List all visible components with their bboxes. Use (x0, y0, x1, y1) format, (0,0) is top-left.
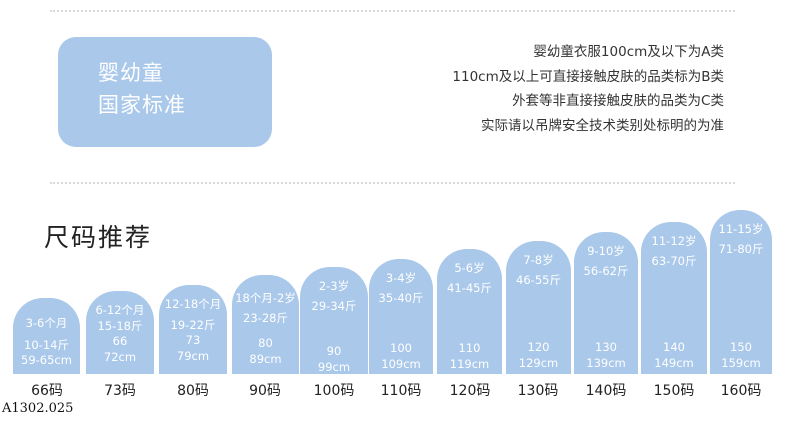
size-number: 110 (458, 341, 481, 355)
age-range: 11-15岁 (718, 222, 764, 236)
size-card-90: 18个月-2岁 23-28斤 80 89cm (232, 275, 299, 374)
size-label: 110码 (380, 383, 422, 399)
weight-range: 35-40斤 (378, 290, 424, 305)
weight-range: 23-28斤 (243, 310, 288, 325)
section-title: 尺码推荐 (44, 223, 153, 252)
size-label: 66码 (31, 383, 63, 399)
product-code: A1302.025 (2, 401, 74, 416)
weight-range: 63-70斤 (651, 253, 697, 268)
height-cm: 119cm (449, 356, 490, 371)
size-number: 140 (663, 340, 685, 354)
height-cm: 99cm (317, 359, 351, 374)
height-cm: 72cm (103, 349, 137, 364)
size-number: 90 (326, 344, 342, 358)
rule-line: 婴幼童衣服100cm及以下为A类 (533, 44, 724, 60)
top-divider (50, 10, 735, 12)
weight-range: 19-22斤 (170, 317, 216, 332)
size-card-150: 11-12岁 63-70斤 140 149cm (641, 222, 707, 374)
height-cm: 129cm (518, 355, 559, 370)
size-card-120: 5-6岁 41-45斤 110 119cm (437, 249, 502, 374)
size-label: 90码 (249, 383, 281, 399)
height-cm: 79cm (176, 348, 210, 363)
size-label: 80码 (177, 383, 209, 399)
size-label: 160码 (720, 383, 762, 399)
badge-line-1: 婴幼童 (98, 61, 164, 85)
size-card-110: 3-4岁 35-40斤 100 109cm (369, 259, 433, 374)
age-range: 3-6个月 (25, 316, 68, 330)
weight-range: 46-55斤 (516, 272, 561, 287)
age-range: 12-18个月 (164, 297, 222, 311)
weight-range: 15-18斤 (97, 318, 143, 333)
weight-range: 10-14斤 (24, 337, 69, 352)
age-range: 3-4岁 (385, 271, 417, 285)
height-cm: 109cm (381, 356, 421, 371)
age-range: 2-3岁 (318, 279, 350, 293)
size-number: 80 (258, 336, 273, 350)
height-cm: 149cm (654, 355, 694, 370)
size-card-130: 7-8岁 46-55斤 120 129cm (506, 241, 571, 374)
rule-line: 110cm及以上可直接接触皮肤的品类标为B类 (452, 68, 724, 85)
size-card-140: 9-10岁 56-62斤 130 139cm (574, 232, 638, 374)
standard-badge: 婴幼童 国家标准 (58, 37, 272, 147)
age-range: 18个月-2岁 (235, 291, 296, 305)
height-range: 59-65cm (21, 353, 72, 367)
size-label: 150码 (653, 383, 695, 399)
age-range: 9-10岁 (587, 244, 625, 258)
safety-category-notes: 婴幼童衣服100cm及以下为A类 110cm及以上可直接接触皮肤的品类标为B类 … (452, 40, 724, 138)
weight-range: 71-80斤 (718, 241, 764, 256)
size-number: 120 (527, 340, 550, 354)
size-label: 100码 (313, 383, 355, 399)
age-range: 7-8岁 (523, 253, 554, 267)
middle-divider (50, 182, 735, 184)
height-cm: 159cm (721, 355, 761, 370)
size-label: 73码 (104, 383, 136, 399)
height-cm: 89cm (249, 351, 282, 366)
rule-line: 外套等非直接接触皮肤的品类为C类 (512, 93, 724, 109)
size-card-73: 6-12个月 15-18斤 66 72cm (86, 291, 154, 374)
age-range: 5-6岁 (454, 261, 485, 275)
weight-range: 56-62斤 (583, 263, 629, 278)
badge-line-2: 国家标准 (98, 93, 186, 117)
size-number: 150 (730, 340, 752, 354)
age-range: 11-12岁 (651, 234, 697, 248)
size-card-100: 2-3岁 29-34斤 90 99cm (300, 267, 368, 374)
rule-line: 实际请以吊牌安全技术类别处标明的为准 (481, 117, 724, 134)
size-card-160: 11-15岁 71-80斤 150 159cm (710, 210, 772, 374)
size-card-66: 3-6个月 10-14斤 59-65cm (13, 298, 80, 374)
size-card-80: 12-18个月 19-22斤 73 79cm (159, 285, 227, 374)
size-label: 140码 (585, 383, 627, 399)
weight-range: 29-34斤 (311, 298, 357, 313)
size-label: 120码 (449, 383, 491, 399)
weight-range: 41-45斤 (447, 280, 492, 295)
size-number: 66 (112, 334, 128, 348)
size-number: 100 (390, 341, 412, 355)
size-number: 73 (185, 333, 201, 347)
height-cm: 139cm (586, 355, 626, 370)
age-range: 6-12个月 (95, 303, 145, 317)
size-label: 130码 (517, 383, 559, 399)
size-number: 130 (595, 340, 617, 354)
